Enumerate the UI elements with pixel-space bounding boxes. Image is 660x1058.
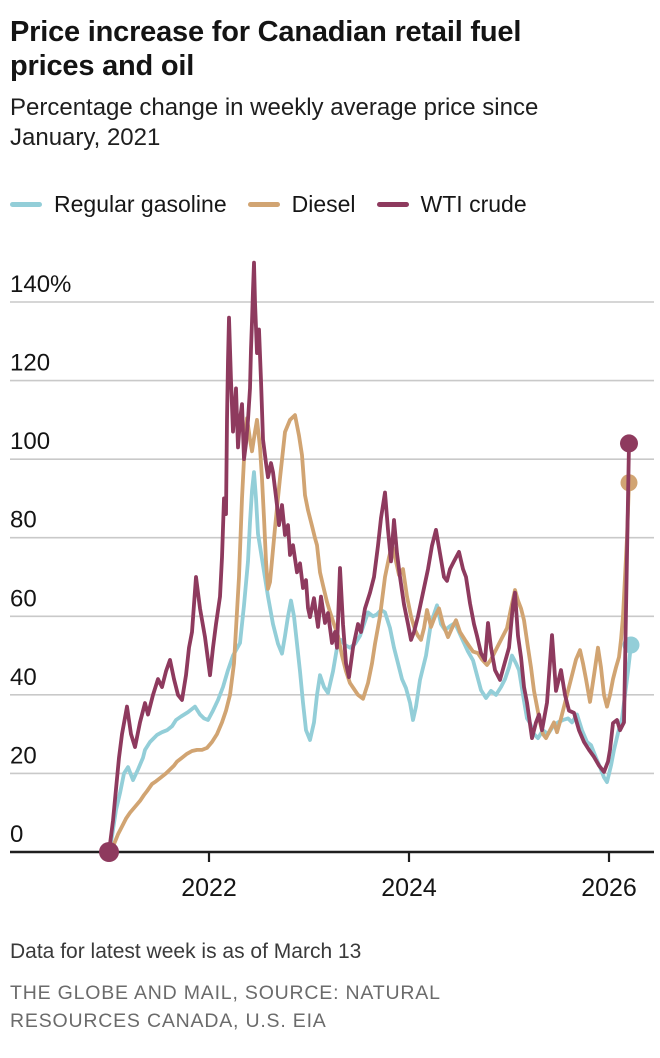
y-tick-label-80: 80 — [10, 507, 37, 534]
line-chart: 140% 120 100 80 60 40 20 0 2022 2024 2026 — [10, 261, 654, 902]
y-tick-label-20: 20 — [10, 743, 37, 770]
legend-item-regular-gasoline: Regular gasoline — [10, 191, 227, 218]
series-line-regular-gasoline — [107, 470, 633, 855]
legend-item-wti-crude: WTI crude — [376, 191, 527, 218]
footnote: Data for latest week is as of March 13 — [10, 940, 362, 964]
legend-item-diesel: Diesel — [247, 191, 356, 218]
y-tick-label-120: 120 — [10, 350, 50, 377]
series-line-diesel — [107, 413, 631, 855]
legend: Regular gasoline Diesel WTI crude — [10, 191, 660, 218]
source-line-1: THE GLOBE AND MAIL, SOURCE: NATURAL — [10, 982, 441, 1005]
y-tick-label-60: 60 — [10, 586, 37, 613]
legend-label-regular-gasoline: Regular gasoline — [54, 191, 227, 218]
end-dot-wti — [620, 434, 638, 453]
y-tick-label-40: 40 — [10, 664, 37, 691]
x-tick-label-2026: 2026 — [581, 874, 637, 902]
start-dot — [99, 842, 119, 863]
y-tick-label-100: 100 — [10, 428, 50, 455]
diesel-line-swatch-icon — [247, 202, 280, 208]
chart-title: Price increase for Canadian retail fuel … — [10, 16, 522, 82]
source-credit: THE GLOBE AND MAIL, SOURCE: NATURAL RESO… — [10, 980, 660, 1035]
x-tick-label-2024: 2024 — [381, 874, 437, 902]
chart-subtitle: Percentage change in weekly average pric… — [10, 93, 539, 152]
x-tick-label-2022: 2022 — [181, 874, 237, 902]
y-tick-label-0: 0 — [10, 821, 23, 848]
wti-line-swatch-icon — [376, 202, 409, 208]
y-tick-label-140: 140% — [10, 271, 71, 298]
gasoline-line-swatch-icon — [10, 202, 42, 208]
legend-label-diesel: Diesel — [291, 191, 356, 218]
legend-label-wti-crude: WTI crude — [420, 191, 527, 218]
source-line-2: RESOURCES CANADA, U.S. EIA — [10, 1009, 327, 1032]
series-line-wti-crude — [107, 261, 631, 855]
